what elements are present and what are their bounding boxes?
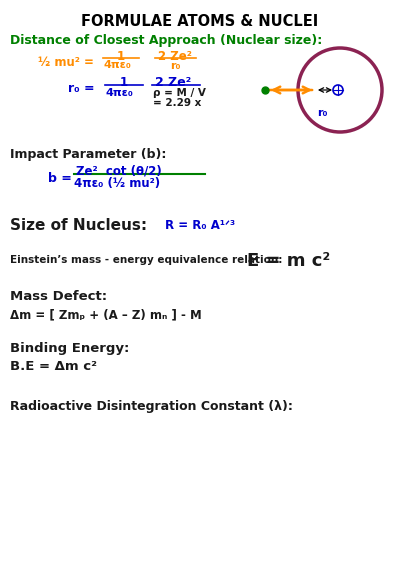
Text: 4πε₀: 4πε₀: [105, 88, 133, 98]
Text: = 2.29 x: = 2.29 x: [153, 98, 201, 108]
Text: Distance of Closest Approach (Nuclear size):: Distance of Closest Approach (Nuclear si…: [10, 34, 322, 47]
Text: Impact Parameter (b):: Impact Parameter (b):: [10, 148, 166, 161]
Text: r₀ =: r₀ =: [68, 82, 95, 95]
Text: FORMULAE ATOMS & NUCLEI: FORMULAE ATOMS & NUCLEI: [81, 14, 319, 29]
Text: 2 Ze²: 2 Ze²: [155, 76, 191, 89]
Text: 4πε₀ (½ mu²): 4πε₀ (½ mu²): [74, 177, 160, 190]
Text: Binding Energy:: Binding Energy:: [10, 342, 130, 355]
Text: Einstein’s mass - energy equivalence relation:: Einstein’s mass - energy equivalence rel…: [10, 255, 282, 265]
Text: Mass Defect:: Mass Defect:: [10, 290, 107, 303]
Text: 4πε₀: 4πε₀: [103, 60, 131, 70]
Text: 1: 1: [120, 76, 128, 89]
Text: r₀: r₀: [170, 61, 180, 71]
Text: r₀: r₀: [317, 108, 327, 118]
Text: B.E = Δm c²: B.E = Δm c²: [10, 360, 97, 373]
Text: ρ = M / V: ρ = M / V: [153, 88, 206, 98]
Text: Ze²  cot (θ/2): Ze² cot (θ/2): [76, 165, 162, 178]
Text: R = R₀ A¹ᐟ³: R = R₀ A¹ᐟ³: [165, 219, 235, 232]
Text: 2 Ze²: 2 Ze²: [158, 50, 192, 63]
Text: Radioactive Disintegration Constant (λ):: Radioactive Disintegration Constant (λ):: [10, 400, 293, 413]
Text: Size of Nucleus:: Size of Nucleus:: [10, 218, 147, 233]
Text: Δm = [ Zmₚ + (A – Z) mₙ ] - M: Δm = [ Zmₚ + (A – Z) mₙ ] - M: [10, 308, 202, 321]
Text: ½ mu² =: ½ mu² =: [38, 56, 94, 69]
Text: b =: b =: [48, 172, 72, 185]
Text: 1: 1: [117, 50, 125, 63]
Text: E = m c²: E = m c²: [247, 252, 330, 270]
